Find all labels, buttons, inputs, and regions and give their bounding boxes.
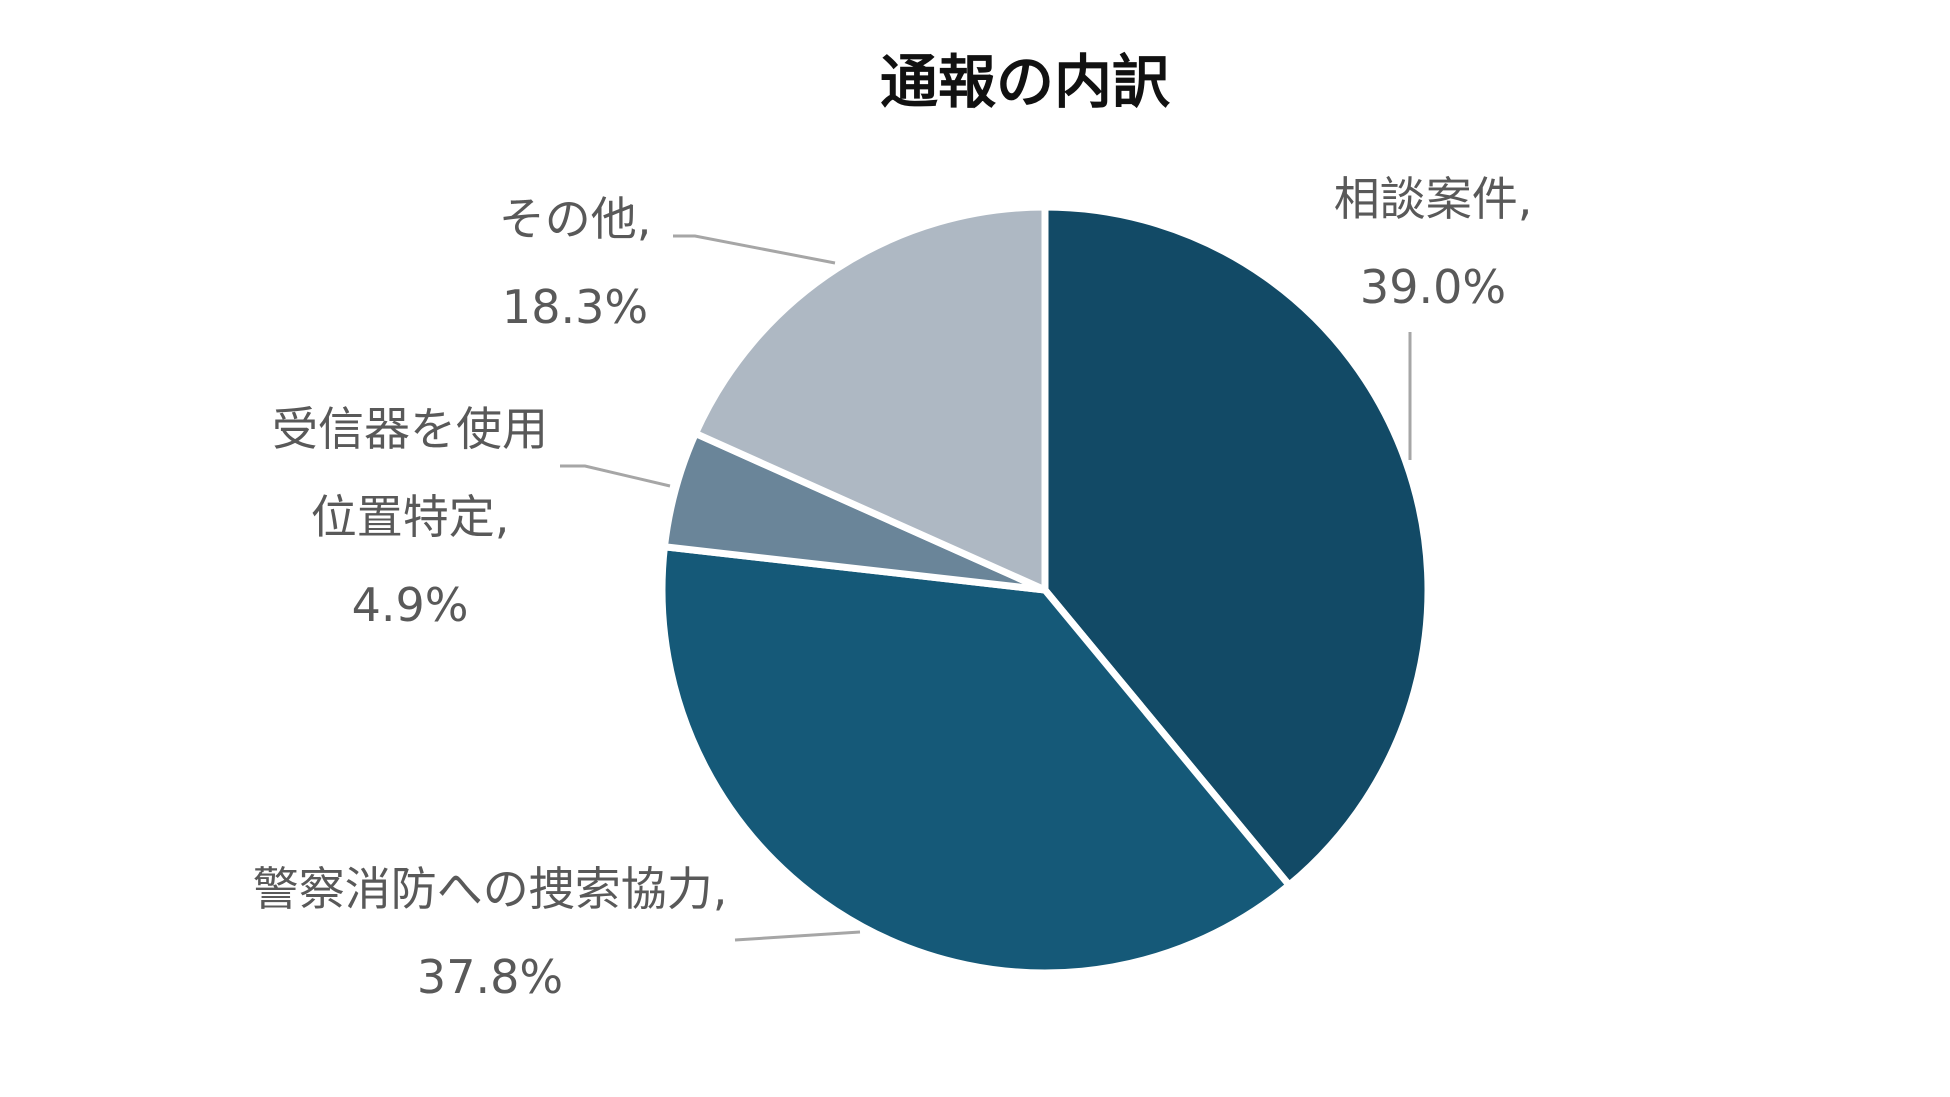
leader-line-2 (560, 464, 671, 488)
leader-lines (560, 234, 1412, 942)
leader-line-3 (673, 234, 836, 265)
slice-label-1-line-1: 37.8% (417, 950, 563, 1004)
pie-slice-1 (658, 543, 1293, 977)
leader-line-1 (734, 930, 861, 942)
slice-label-3-line-0: その他, (499, 192, 652, 246)
slice-label-3-line-1: 18.3% (502, 280, 648, 334)
pie-slice-0 (1041, 203, 1432, 889)
slice-label-2-line-1: 位置特定, (311, 490, 510, 544)
slice-label-2-line-0: 受信器を使用 (272, 402, 548, 456)
chart-title: 通報の内訳 (880, 48, 1171, 116)
slice-label-2-line-2: 4.9% (352, 578, 469, 632)
slice-label-0-line-0: 相談案件, (1334, 172, 1533, 226)
slice-label-1-line-0: 警察消防への捜索協力, (253, 862, 728, 916)
pie-slices (658, 203, 1432, 977)
pie-slice-3 (691, 203, 1049, 594)
slice-label-0-line-1: 39.0% (1360, 260, 1506, 314)
